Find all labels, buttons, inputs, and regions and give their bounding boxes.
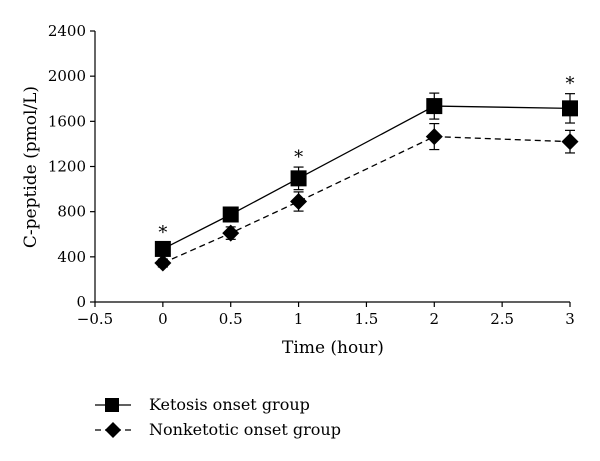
y-tick-label: 1200 [48,158,86,176]
y-tick-label: 1600 [48,112,86,130]
series-layer [154,92,579,272]
data-point-diamond [222,224,240,242]
y-axis-title: C-peptide (pmol/L) [21,86,41,248]
data-point-square [426,98,443,115]
data-point-diamond [425,128,443,146]
x-tick-label: 1.5 [354,310,378,328]
legend-marker-diamond [105,422,121,438]
x-axis-title: Time (hour) [282,338,384,358]
series-line [162,105,571,250]
x-tick-label: 0.5 [219,310,243,328]
significance-marker: * [158,223,167,244]
x-tick-label: 1 [294,310,304,328]
data-point-diamond [561,133,579,151]
data-point-diamond [290,193,308,211]
y-tick-label: 2400 [48,22,86,40]
x-tick-label: −0.5 [77,310,113,328]
legend-item-ketosis: Ketosis onset group [95,395,310,414]
data-point-square [562,100,578,117]
x-tick-label: 2.5 [490,310,514,328]
data-point-square [222,206,239,223]
x-tick-label: 0 [158,310,168,328]
legend-marker-square [105,398,119,412]
x-tick-label: 3 [565,310,575,328]
data-point-square [290,170,307,187]
legend: Ketosis onset group Nonketotic onset gro… [95,395,341,439]
x-tick-label: 2 [430,310,440,328]
legend-label-nonketotic: Nonketotic onset group [149,420,341,439]
y-tick-label: 2000 [48,67,86,85]
significance-marker: * [566,74,575,95]
series-line [162,135,571,264]
y-tick-label: 0 [76,293,86,311]
data-point-square [154,240,171,257]
y-tick-label: 400 [57,248,86,266]
y-tick-label: 800 [57,203,86,221]
legend-item-nonketotic: Nonketotic onset group [95,420,341,439]
data-point-diamond [154,254,172,272]
series-ketosis [154,92,578,257]
significance-marker: * [294,147,303,168]
legend-label-ketosis: Ketosis onset group [149,395,310,414]
annotation-layer: * * * [158,74,574,244]
series-nonketotic [154,122,579,272]
